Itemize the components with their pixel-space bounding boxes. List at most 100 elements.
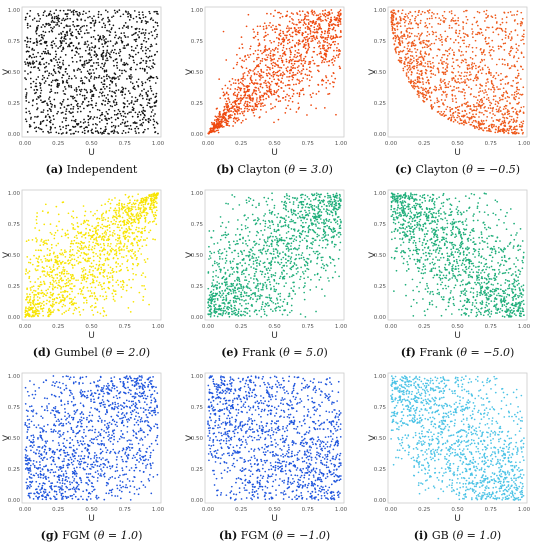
- scatter-point: [127, 235, 129, 238]
- scatter-point: [506, 64, 509, 67]
- scatter-point: [112, 100, 115, 102]
- scatter-point: [98, 121, 101, 123]
- scatter-point: [288, 59, 291, 62]
- scatter-point: [446, 63, 449, 65]
- scatter-point: [263, 36, 265, 38]
- scatter-point: [446, 50, 449, 53]
- scatter-point: [504, 104, 507, 107]
- scatter-point: [241, 119, 244, 122]
- scatter-point: [154, 217, 156, 220]
- scatter-point: [437, 22, 440, 25]
- scatter-point: [399, 18, 402, 21]
- scatter-point: [307, 11, 309, 14]
- scatter-point: [108, 30, 110, 32]
- scatter-point: [297, 69, 300, 72]
- scatter-point: [420, 13, 422, 16]
- scatter-point: [75, 10, 78, 13]
- scatter-point: [240, 65, 243, 68]
- scatter-point: [119, 50, 122, 53]
- scatter-point: [507, 129, 510, 132]
- scatter-point: [339, 9, 342, 12]
- scatter-point: [127, 11, 130, 13]
- scatter-point: [100, 113, 103, 116]
- scatter-point: [101, 91, 104, 94]
- scatter-point: [49, 10, 52, 13]
- scatter-point: [522, 38, 524, 41]
- scatter-point: [115, 261, 118, 263]
- scatter-point: [38, 69, 41, 72]
- scatter-point: [105, 59, 107, 62]
- scatter-point: [448, 11, 451, 13]
- scatter-point: [61, 252, 64, 255]
- scatter-point: [248, 96, 251, 98]
- scatter-point: [29, 287, 32, 289]
- scatter-point: [119, 224, 122, 227]
- scatter-point: [103, 244, 106, 247]
- scatter-point: [111, 76, 114, 79]
- scatter-point: [48, 63, 50, 65]
- scatter-point: [106, 11, 109, 13]
- scatter-point: [84, 76, 86, 78]
- scatter-point: [209, 131, 211, 134]
- scatter-point: [308, 23, 310, 26]
- scatter-point: [477, 31, 480, 34]
- scatter-point: [475, 125, 478, 128]
- scatter-point: [28, 306, 30, 308]
- scatter-point: [491, 107, 494, 110]
- scatter-point: [411, 42, 414, 44]
- scatter-point: [514, 108, 517, 111]
- scatter-point: [392, 37, 395, 40]
- scatter-point: [99, 88, 102, 91]
- scatter-point: [137, 127, 140, 130]
- scatter-point: [74, 99, 77, 102]
- scatter-point: [507, 35, 510, 38]
- scatter-point: [448, 52, 451, 55]
- scatter-point: [69, 9, 71, 12]
- scatter-point: [54, 56, 57, 58]
- scatter-point: [451, 98, 454, 100]
- scatter-point: [25, 92, 28, 94]
- scatter-point: [46, 44, 48, 47]
- scatter-point: [520, 121, 523, 124]
- scatter-point: [94, 244, 96, 247]
- scatter-point: [516, 93, 518, 95]
- scatter-point: [416, 35, 418, 38]
- scatter-point: [288, 75, 290, 78]
- scatter-point: [394, 31, 396, 34]
- scatter-point: [65, 127, 67, 130]
- scatter-point: [55, 15, 58, 18]
- scatter-point: [96, 116, 98, 119]
- scatter-point: [278, 34, 281, 36]
- scatter-point: [409, 54, 412, 57]
- scatter-point: [126, 63, 129, 66]
- scatter-point: [39, 121, 42, 123]
- scatter-point: [414, 79, 417, 82]
- scatter-point: [69, 45, 71, 48]
- scatter-point: [78, 89, 81, 91]
- scatter-point: [115, 52, 118, 55]
- scatter-point: [452, 115, 454, 117]
- scatter-point: [485, 98, 488, 101]
- scatter-point: [253, 107, 255, 109]
- scatter-point: [36, 44, 38, 46]
- scatter-point: [473, 62, 476, 65]
- scatter-point: [156, 77, 159, 80]
- scatter-point: [291, 22, 294, 24]
- scatter-point: [484, 64, 487, 67]
- scatter-point: [444, 39, 447, 41]
- scatter-point: [76, 19, 79, 21]
- scatter-point: [507, 81, 510, 84]
- scatter-point: [265, 92, 267, 95]
- scatter-point: [49, 121, 52, 124]
- scatter-point: [497, 102, 500, 105]
- scatter-point: [72, 97, 74, 100]
- scatter-point: [501, 98, 504, 101]
- scatter-point: [125, 62, 128, 65]
- scatter-point: [332, 27, 335, 30]
- scatter-point: [518, 88, 520, 91]
- scatter-point: [449, 106, 451, 109]
- scatter-point: [56, 277, 59, 279]
- scatter-point: [452, 112, 455, 114]
- scatter-point: [485, 42, 488, 45]
- scatter-point: [243, 87, 246, 90]
